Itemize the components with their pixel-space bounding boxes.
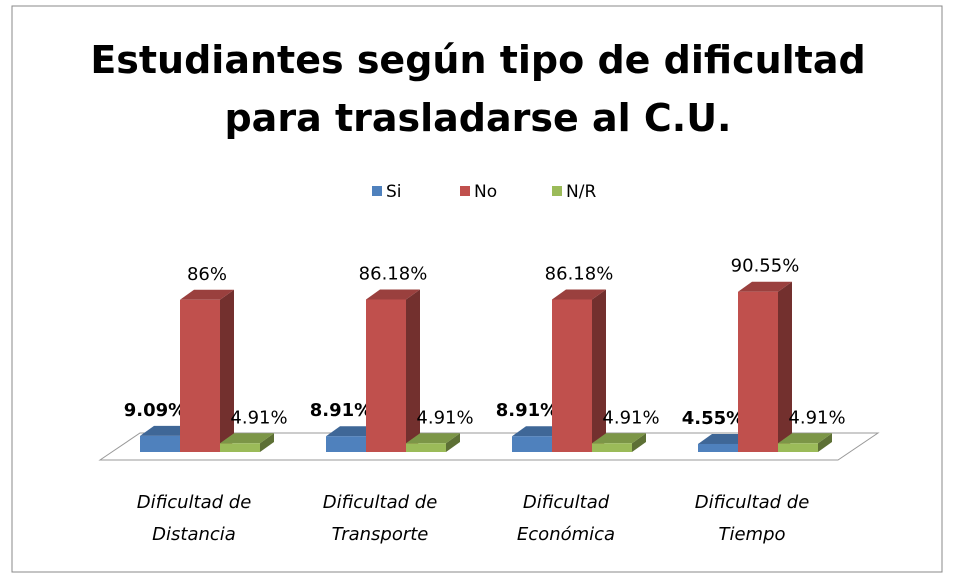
bar-face xyxy=(180,299,220,452)
data-label: 86% xyxy=(187,264,227,285)
data-label: 90.55% xyxy=(731,256,800,277)
x-tick-label: Dificultad de Transporte xyxy=(323,492,438,545)
bar-face xyxy=(406,443,446,452)
data-label: 4.91% xyxy=(416,407,473,428)
bar-face xyxy=(406,433,460,444)
bar-face xyxy=(220,433,274,444)
bar-face xyxy=(180,289,234,300)
bar-face xyxy=(592,289,606,452)
data-label: 4.55% xyxy=(682,408,744,429)
bar-face xyxy=(592,433,646,444)
bar-face xyxy=(220,289,234,452)
bar xyxy=(592,433,646,452)
data-label: 86.18% xyxy=(545,263,614,284)
data-label: 4.91% xyxy=(602,407,659,428)
bar-face xyxy=(592,443,632,452)
data-label: 4.91% xyxy=(230,407,287,428)
legend-label: N/R xyxy=(566,182,596,202)
legend-label: Si xyxy=(386,182,402,202)
bar xyxy=(220,433,274,452)
data-label: 4.91% xyxy=(788,407,845,428)
bar-face xyxy=(818,433,832,452)
bar-face xyxy=(260,433,274,452)
bar-face xyxy=(778,433,832,444)
bar-face xyxy=(366,289,420,300)
bar-face xyxy=(512,436,552,452)
legend-swatch xyxy=(372,186,382,196)
bar-face xyxy=(326,436,366,452)
bar xyxy=(180,289,234,452)
x-tick-label: Dificultad de Tiempo xyxy=(695,492,810,545)
data-label: 9.09% xyxy=(124,400,186,421)
data-label: 86.18% xyxy=(359,263,428,284)
bar-face xyxy=(738,291,778,452)
legend-swatch xyxy=(552,186,562,196)
bar-face xyxy=(140,435,180,452)
x-tick-label: Dificultad de Distancia xyxy=(137,492,252,545)
bar xyxy=(778,433,832,452)
x-tick-label: Dificultad Económica xyxy=(517,492,615,545)
bar-face xyxy=(632,433,646,452)
data-label: 8.91% xyxy=(310,400,372,421)
legend-swatch xyxy=(460,186,470,196)
bar xyxy=(738,281,792,452)
floor xyxy=(98,432,880,461)
bar xyxy=(406,433,460,452)
chart-title: Estudiantes según tipo de dificultad para… xyxy=(90,38,865,140)
bar-face xyxy=(552,299,592,452)
bar-face xyxy=(220,443,260,452)
bar xyxy=(552,289,606,452)
data-label: 8.91% xyxy=(496,400,558,421)
bar-face xyxy=(698,443,738,452)
bar-face xyxy=(778,281,792,452)
bar-face xyxy=(406,289,420,452)
bar-face xyxy=(366,299,406,452)
chart-frame xyxy=(11,5,943,573)
bar-face xyxy=(552,289,606,300)
bar-face xyxy=(446,433,460,452)
legend-label: No xyxy=(474,182,497,202)
bar xyxy=(366,289,420,452)
bar-face xyxy=(738,281,792,292)
bar-face xyxy=(778,443,818,452)
